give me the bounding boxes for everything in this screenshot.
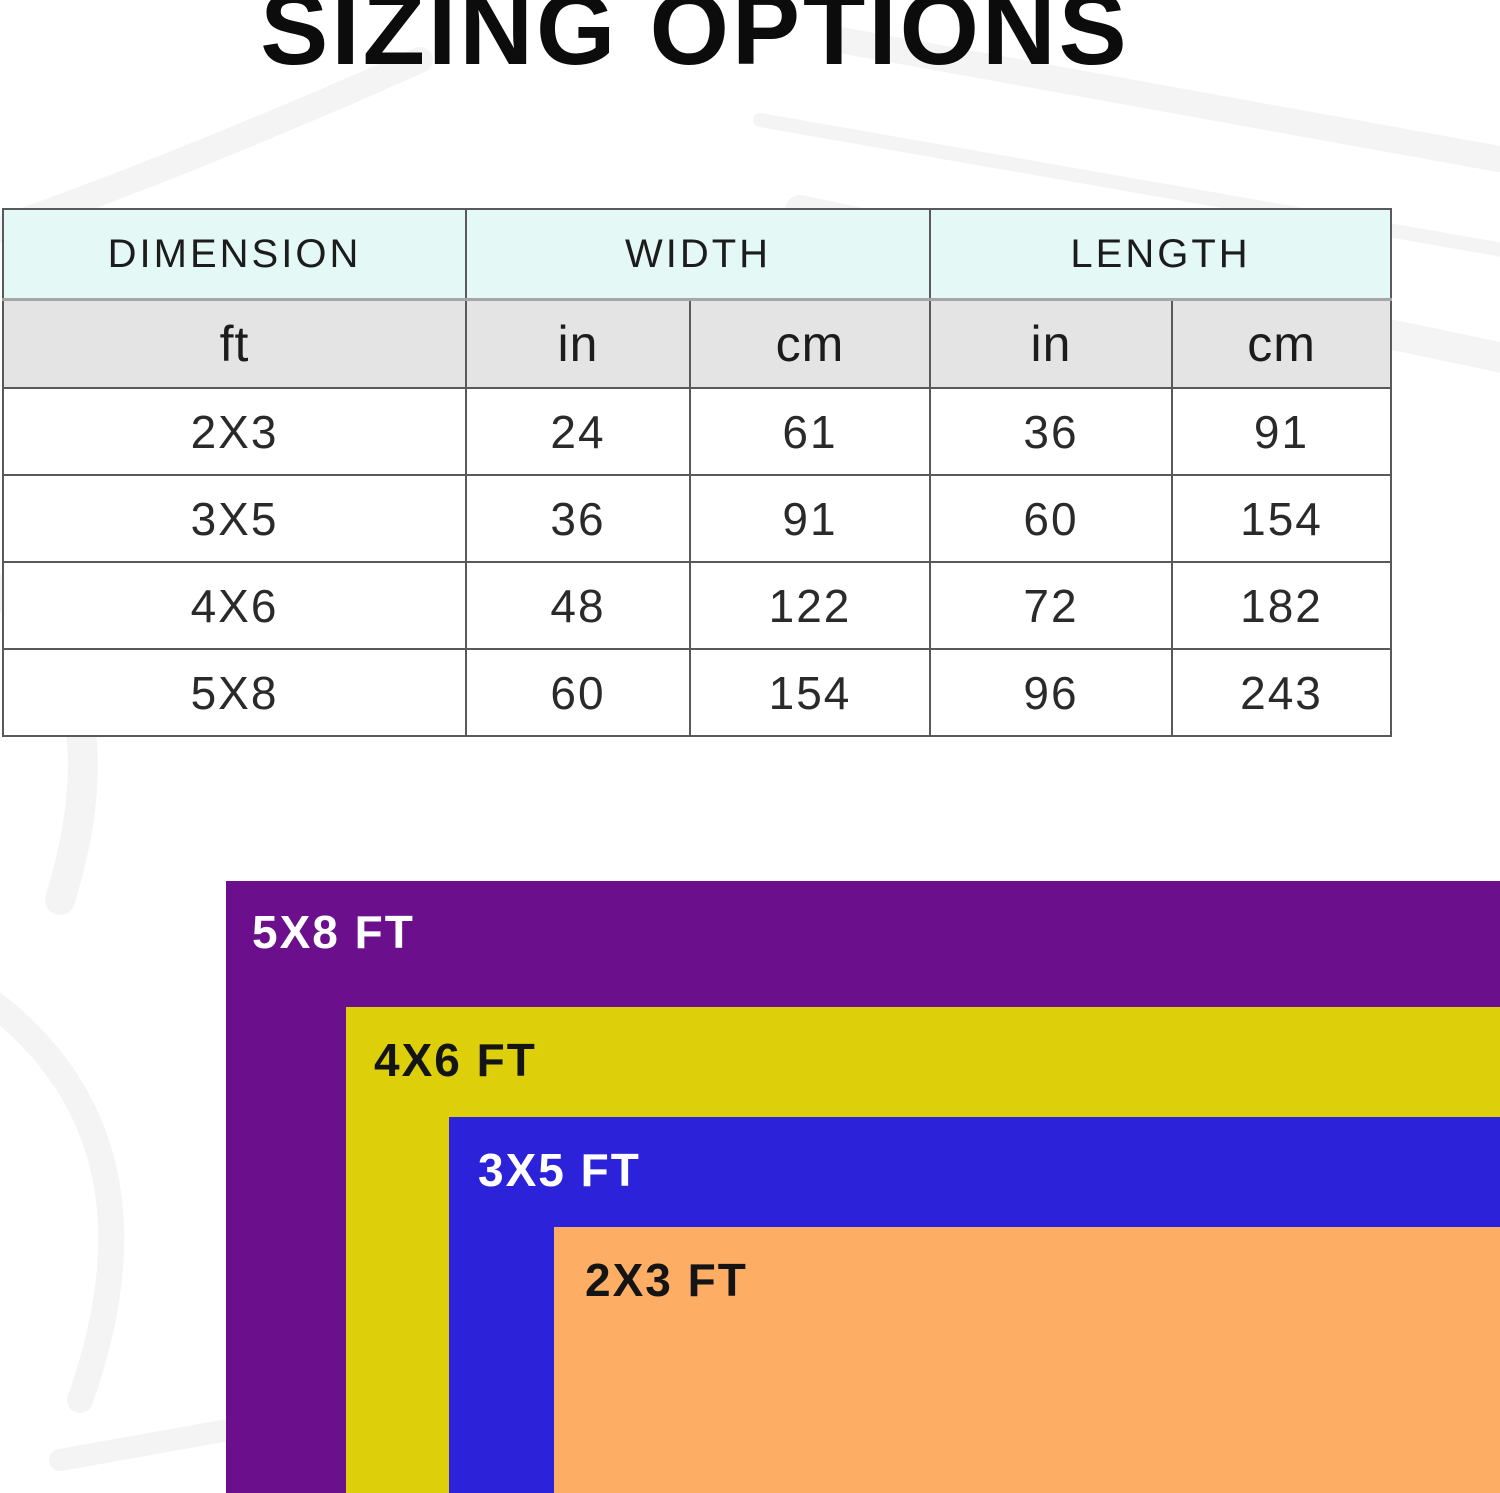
cell-length-in: 72 xyxy=(929,561,1174,650)
column-header-dimension: DIMENSION xyxy=(2,208,467,301)
column-header-width: WIDTH xyxy=(464,208,932,301)
cell-length-cm: 91 xyxy=(1171,387,1393,476)
table-row: 5X8 60 154 96 243 xyxy=(2,648,1393,737)
cell-dimension: 4X6 xyxy=(2,561,467,650)
cell-width-in: 36 xyxy=(465,474,691,563)
cell-length-in: 96 xyxy=(929,648,1174,737)
cell-dimension: 2X3 xyxy=(2,387,467,476)
cell-width-in: 48 xyxy=(465,561,691,650)
table-header-row: DIMENSION WIDTH LENGTH xyxy=(2,208,1393,301)
size-rect-label: 5X8 FT xyxy=(252,906,415,958)
cell-length-cm: 154 xyxy=(1171,474,1393,563)
cell-length-in: 36 xyxy=(929,387,1174,476)
unit-cell-width-cm: cm xyxy=(688,298,932,389)
unit-cell-length-in: in xyxy=(929,298,1174,389)
table-row: 4X6 48 122 72 182 xyxy=(2,561,1393,650)
table-unit-row: ft in cm in cm xyxy=(2,298,1393,389)
cell-dimension: 5X8 xyxy=(2,648,467,737)
sizing-table: DIMENSION WIDTH LENGTH ft in cm in cm 2X… xyxy=(2,208,1393,737)
table-row: 3X5 36 91 60 154 xyxy=(2,474,1393,563)
cell-width-cm: 61 xyxy=(688,387,932,476)
unit-cell-ft: ft xyxy=(2,298,467,389)
column-header-length: LENGTH xyxy=(929,208,1393,301)
unit-cell-length-cm: cm xyxy=(1171,298,1393,389)
size-rect-label: 3X5 FT xyxy=(478,1144,641,1196)
size-rect-label: 4X6 FT xyxy=(374,1034,537,1086)
cell-width-in: 24 xyxy=(465,387,691,476)
size-rect-2x3: 2X3 FT xyxy=(554,1227,1500,1493)
cell-length-cm: 243 xyxy=(1171,648,1393,737)
cell-width-cm: 154 xyxy=(688,648,932,737)
cell-width-cm: 122 xyxy=(688,561,932,650)
cell-width-cm: 91 xyxy=(688,474,932,563)
cell-length-in: 60 xyxy=(929,474,1174,563)
cell-width-in: 60 xyxy=(465,648,691,737)
cell-length-cm: 182 xyxy=(1171,561,1393,650)
unit-cell-width-in: in xyxy=(465,298,691,389)
table-row: 2X3 24 61 36 91 xyxy=(2,387,1393,476)
page-title: SIZING OPTIONS xyxy=(260,0,1130,86)
cell-dimension: 3X5 xyxy=(2,474,467,563)
size-rect-label: 2X3 FT xyxy=(585,1254,748,1306)
